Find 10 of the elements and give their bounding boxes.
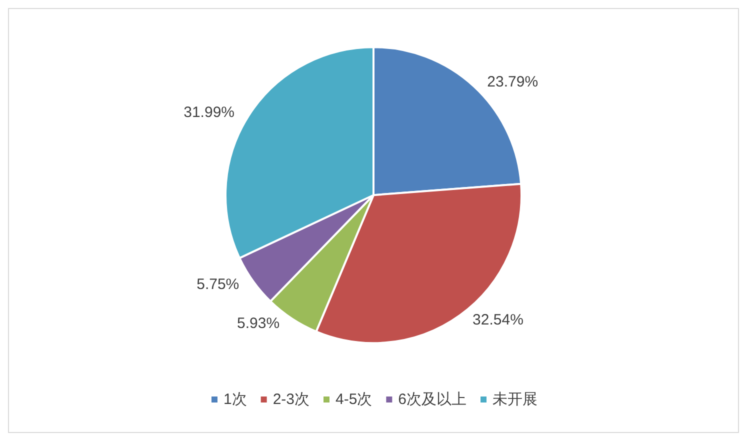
data-label: 5.93% (237, 315, 280, 332)
data-label: 23.79% (487, 74, 538, 91)
legend-label: 2-3次 (272, 391, 310, 408)
legend-label: 4-5次 (336, 391, 372, 408)
legend-label: 1次 (223, 391, 247, 408)
data-label: 5.75% (196, 276, 240, 294)
data-label: 31.99% (184, 104, 234, 122)
legend-label: 未开展 (492, 391, 538, 408)
data-label: 32.54% (472, 312, 524, 329)
legend-label: 6次及以上 (398, 391, 467, 408)
